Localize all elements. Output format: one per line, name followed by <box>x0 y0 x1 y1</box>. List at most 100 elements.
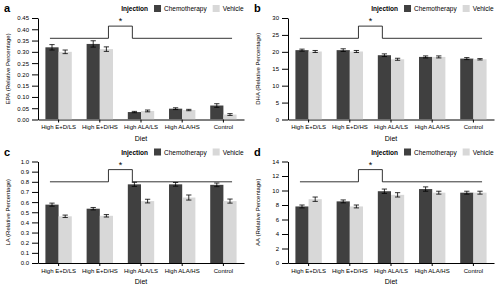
tick-label: High ALA/LS <box>374 124 408 130</box>
x-axis-title: Diet <box>385 135 398 142</box>
x-tick: High ALA/LS <box>124 263 158 274</box>
marks <box>45 41 236 120</box>
y-axis-title: EPA (Relative Percentage) <box>5 33 11 104</box>
x-tick: High ALA/LS <box>374 263 408 274</box>
bar <box>460 59 473 120</box>
tick-mark <box>32 108 38 109</box>
x-tick: High E+D/HS <box>82 120 118 131</box>
tick-mark <box>282 263 288 264</box>
tick-label: 0 <box>276 260 280 266</box>
bracket-line <box>132 170 133 182</box>
tick-mark <box>58 120 59 123</box>
error-bar <box>341 49 346 52</box>
y-axis: 0.000.050.100.150.200.250.300.350.400.45 <box>17 15 38 123</box>
tick-mark <box>282 103 288 104</box>
x-tick: Control <box>214 263 233 274</box>
bar <box>337 50 350 119</box>
tick-label: 0.2 <box>21 240 30 246</box>
x-tick: High E+D/LS <box>291 120 326 131</box>
tick-label: High E+D/LS <box>291 268 326 274</box>
tick-label: High E+D/HS <box>82 268 118 274</box>
tick-label: 0.0 <box>21 260 30 266</box>
tick-mark <box>349 120 350 123</box>
tick-label: High ALA/HS <box>415 268 450 274</box>
error-bar <box>145 110 150 112</box>
bar <box>419 189 432 263</box>
bar <box>100 216 113 263</box>
tick-mark <box>432 263 433 266</box>
x-axis-title: Diet <box>135 135 148 142</box>
y-tick: 6 <box>276 217 288 223</box>
tick-label: Control <box>214 268 233 274</box>
error-bar <box>49 45 54 50</box>
tick-label: 0.5 <box>21 210 30 216</box>
error-bar <box>341 200 346 203</box>
x-tick: High ALA/HS <box>415 120 450 131</box>
error-bar <box>145 199 150 203</box>
bar <box>432 193 445 263</box>
legend-title: Injection <box>121 5 148 13</box>
y-tick: 0.7 <box>21 189 38 195</box>
y-tick: 10 <box>272 188 288 194</box>
bracket-line <box>132 38 232 39</box>
tick-mark <box>473 120 474 123</box>
tick-label: 4 <box>276 231 280 237</box>
legend: InjectionChemotherapyVehicle <box>121 149 244 157</box>
y-tick: 0.3 <box>21 230 38 236</box>
significance-bracket <box>300 170 482 182</box>
panel: 0.00.10.20.30.40.50.60.70.80.91.0High E+… <box>4 146 245 286</box>
plot-area: 0.000.050.100.150.200.250.300.350.400.45… <box>5 15 245 141</box>
axis-domain <box>288 162 289 264</box>
legend-entry: Chemotherapy <box>164 5 207 13</box>
bar <box>391 195 404 263</box>
tick-mark <box>282 52 288 53</box>
x-tick: High ALA/LS <box>124 120 158 131</box>
bar-series <box>45 44 223 120</box>
tick-mark <box>99 263 100 266</box>
tick-label: 0.25 <box>17 61 29 67</box>
legend-entry: Vehicle <box>223 5 244 12</box>
tick-label: High E+D/HS <box>82 124 118 130</box>
y-tick: 0.20 <box>17 72 38 78</box>
tick-label: 10 <box>272 188 279 194</box>
x-tick: Control <box>464 120 483 131</box>
error-bar <box>477 59 482 60</box>
y-tick: 0.9 <box>21 169 38 175</box>
bracket-line <box>382 38 482 39</box>
x-tick: High ALA/HS <box>165 263 200 274</box>
error-bars <box>63 195 233 218</box>
y-tick: 30 <box>272 15 288 21</box>
bracket-line <box>358 170 359 182</box>
tick-label: High E+D/LS <box>291 124 326 130</box>
error-bar <box>91 41 96 47</box>
tick-label: High ALA/HS <box>165 124 200 130</box>
tick-label: High E+D/LS <box>41 124 76 130</box>
error-bar <box>436 56 441 58</box>
subplot-label: c <box>4 146 10 158</box>
legend-swatch <box>154 5 161 12</box>
x-tick: High E+D/HS <box>332 120 368 131</box>
x-axis-title: Diet <box>135 278 148 285</box>
tick-label: 0.8 <box>21 179 30 185</box>
tick-mark <box>308 263 309 266</box>
marks <box>45 182 236 263</box>
error-bar <box>354 205 359 208</box>
y-axis: 02468101214 <box>272 159 288 266</box>
tick-mark <box>391 120 392 123</box>
x-axis: High E+D/LSHigh E+D/HSHigh ALA/LSHigh AL… <box>39 263 245 274</box>
y-tick: 0 <box>276 260 288 266</box>
x-tick: High ALA/HS <box>415 263 450 274</box>
error-bar <box>227 199 232 203</box>
tick-label: Control <box>464 124 483 130</box>
error-bar <box>63 215 68 217</box>
bracket-line <box>358 26 359 38</box>
axis-domain <box>38 19 39 121</box>
bar <box>295 206 308 263</box>
x-tick: High ALA/LS <box>374 120 408 131</box>
tick-label: Control <box>214 124 233 130</box>
x-tick: Control <box>464 263 483 274</box>
tick-mark <box>432 120 433 123</box>
y-axis-title: DHA (Relative Percentage) <box>255 33 261 105</box>
y-tick: 0.25 <box>17 61 38 67</box>
bracket-line <box>382 170 383 182</box>
